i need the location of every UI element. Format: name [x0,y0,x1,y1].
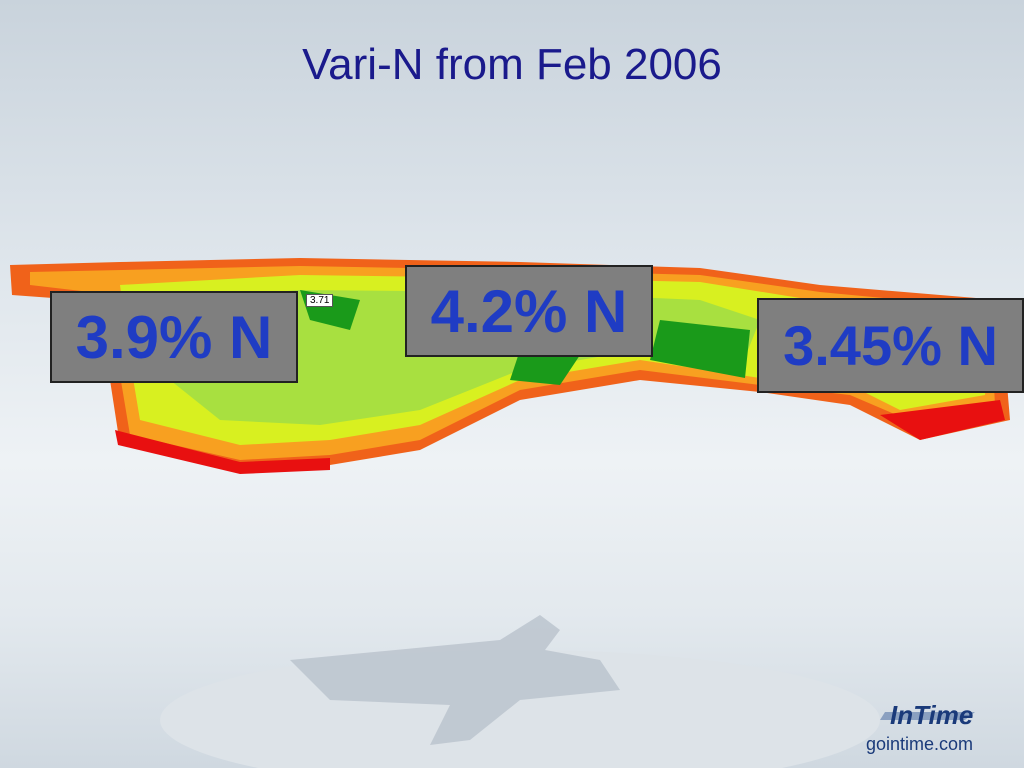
title: Vari-N from Feb 2006 [302,40,722,89]
field-zone [300,290,750,385]
logo-url: gointime.com [866,734,974,754]
label-box: 3.45% N [757,298,1024,393]
label-box: 4.2% N [405,265,653,357]
logo-brand: InTime [890,700,974,730]
label-box: 3.9% N [50,291,298,383]
plane-shadow [290,615,620,745]
logo-swoosh [880,712,975,720]
map-label: 3.71 [306,294,334,307]
